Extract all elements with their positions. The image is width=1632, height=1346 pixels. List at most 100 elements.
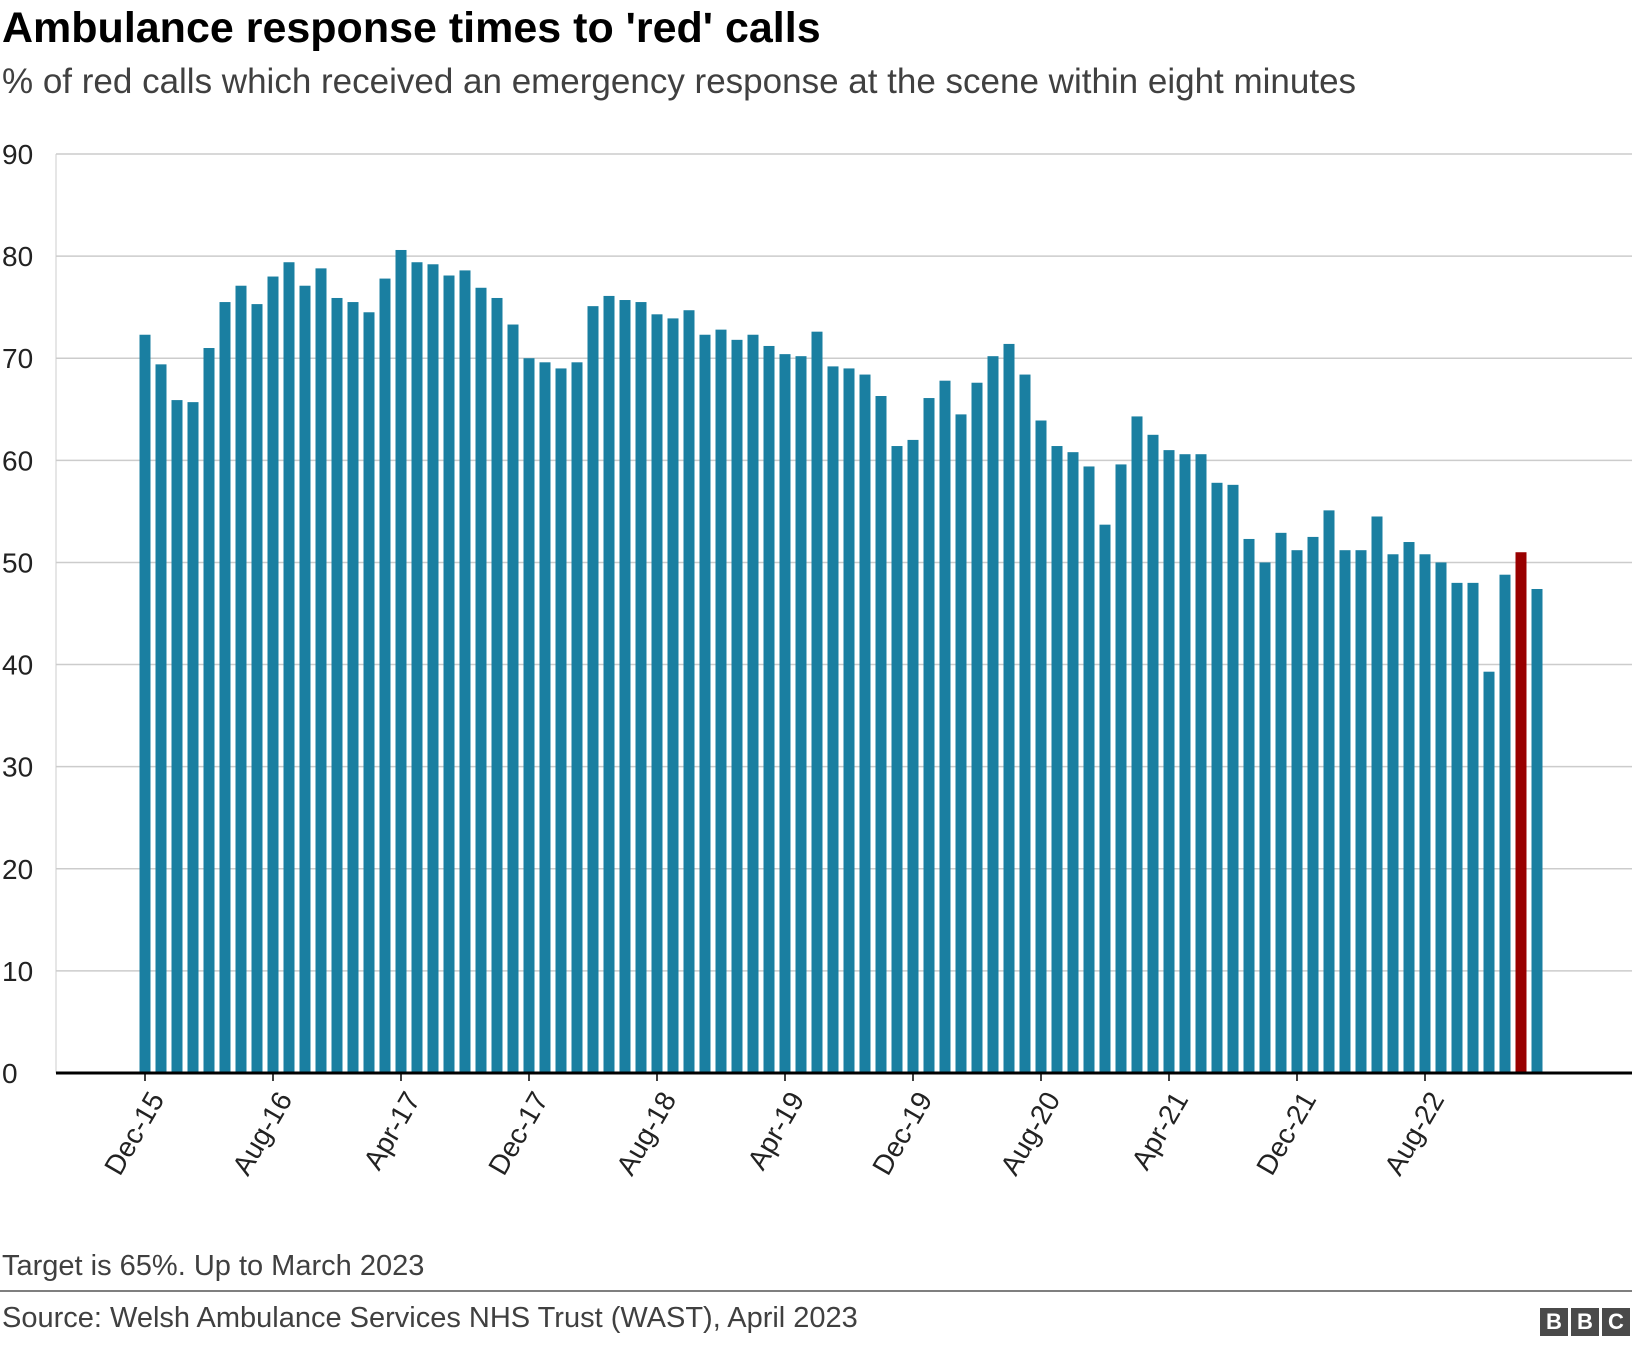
- bar: [747, 334, 759, 1073]
- bar: [539, 362, 551, 1074]
- y-tick-label: 20: [2, 854, 33, 885]
- bar: [139, 334, 151, 1073]
- bar: [1067, 452, 1079, 1074]
- y-tick-label: 10: [2, 956, 33, 987]
- bar: [1419, 554, 1431, 1073]
- bar: [923, 398, 935, 1074]
- bar: [1355, 550, 1367, 1073]
- bar: [1435, 562, 1447, 1073]
- bar: [1227, 484, 1239, 1074]
- bar: [1003, 343, 1015, 1074]
- bar: [1371, 516, 1383, 1073]
- bar: [587, 306, 599, 1073]
- bar: [1099, 524, 1111, 1073]
- bar: [1259, 562, 1271, 1073]
- x-tick-label: Aug-18: [610, 1087, 682, 1181]
- y-tick-label: 90: [2, 139, 33, 170]
- bar: [1307, 536, 1319, 1073]
- footnote: Target is 65%. Up to March 2023: [2, 1250, 425, 1282]
- y-tick-label: 30: [2, 752, 33, 783]
- bar: [603, 295, 615, 1073]
- x-tick-label: Dec-21: [1250, 1087, 1322, 1181]
- y-tick-label: 0: [2, 1058, 18, 1089]
- bar: [1051, 446, 1063, 1073]
- y-axis-ticks: 0 10 20 30 40 50 60 70 80 90: [2, 139, 33, 1089]
- bar: [379, 278, 391, 1073]
- x-tick-label: Apr-19: [741, 1087, 810, 1175]
- bar: [507, 324, 519, 1074]
- y-tick-label: 70: [2, 343, 33, 374]
- bar: [1403, 542, 1415, 1073]
- bar: [1291, 550, 1303, 1073]
- bar: [459, 270, 471, 1073]
- bar: [219, 302, 231, 1073]
- bar: [315, 268, 327, 1073]
- chart-title: Ambulance response times to 'red' calls: [2, 4, 821, 52]
- bar: [1147, 434, 1159, 1073]
- bar: [331, 297, 343, 1073]
- bar: [1451, 582, 1463, 1073]
- bar: [939, 380, 951, 1074]
- bar: [699, 334, 711, 1073]
- bar: [795, 356, 807, 1073]
- bar: [651, 314, 663, 1073]
- bar: [251, 304, 263, 1073]
- bar: [299, 285, 311, 1073]
- bar: [715, 329, 727, 1073]
- bar: [171, 400, 183, 1073]
- bar: [555, 368, 567, 1073]
- logo-letter: C: [1602, 1308, 1630, 1336]
- bar: [635, 302, 647, 1073]
- bar: [571, 362, 583, 1074]
- logo-letter: B: [1571, 1308, 1599, 1336]
- bar: [1211, 482, 1223, 1073]
- bar: [235, 285, 247, 1073]
- x-tick-label: Aug-16: [226, 1087, 298, 1181]
- bar: [1387, 554, 1399, 1073]
- bar: [443, 275, 455, 1073]
- bar: [827, 366, 839, 1073]
- bar: [523, 358, 535, 1073]
- bar: [843, 368, 855, 1073]
- y-tick-label: 50: [2, 547, 33, 578]
- bar: [1115, 464, 1127, 1073]
- bar: [1467, 582, 1479, 1073]
- y-tick-label: 80: [2, 241, 33, 272]
- bar: [1275, 532, 1287, 1073]
- bar: [811, 331, 823, 1073]
- bar: [427, 264, 439, 1073]
- bar: [411, 262, 423, 1073]
- bar: [283, 262, 295, 1073]
- bar: [491, 297, 503, 1073]
- x-tick-label: Dec-15: [98, 1087, 170, 1181]
- bar: [891, 446, 903, 1073]
- y-tick-label: 40: [2, 650, 33, 681]
- bar: [187, 402, 199, 1073]
- bar: [779, 354, 791, 1073]
- bar: [907, 439, 919, 1073]
- bar: [731, 339, 743, 1073]
- bar: [1323, 510, 1335, 1073]
- source-text: Source: Welsh Ambulance Services NHS Tru…: [2, 1302, 858, 1334]
- bar: [1515, 552, 1527, 1073]
- bar-chart: 0 10 20 30 40 50 60 70 80 90 Dec-15 Aug-16 Apr-17 De…: [2, 139, 1632, 1181]
- y-tick-label: 60: [2, 445, 33, 476]
- bar: [859, 374, 871, 1073]
- bar: [971, 382, 983, 1073]
- bar: [1499, 574, 1511, 1073]
- bar: [667, 318, 679, 1073]
- x-tick-label: Apr-17: [357, 1087, 426, 1175]
- bars: [56, 249, 1632, 1075]
- bar: [475, 287, 487, 1073]
- bar: [1179, 454, 1191, 1073]
- bar: [1083, 466, 1095, 1074]
- bar: [1195, 454, 1207, 1073]
- x-tick-label: Dec-19: [866, 1087, 938, 1181]
- bar: [683, 310, 695, 1074]
- chart-subtitle: % of red calls which received an emergen…: [2, 62, 1357, 101]
- bar: [1483, 671, 1495, 1073]
- bar: [203, 348, 215, 1073]
- bar: [347, 302, 359, 1073]
- x-tick-label: Aug-22: [1378, 1087, 1450, 1181]
- bar: [1243, 538, 1255, 1073]
